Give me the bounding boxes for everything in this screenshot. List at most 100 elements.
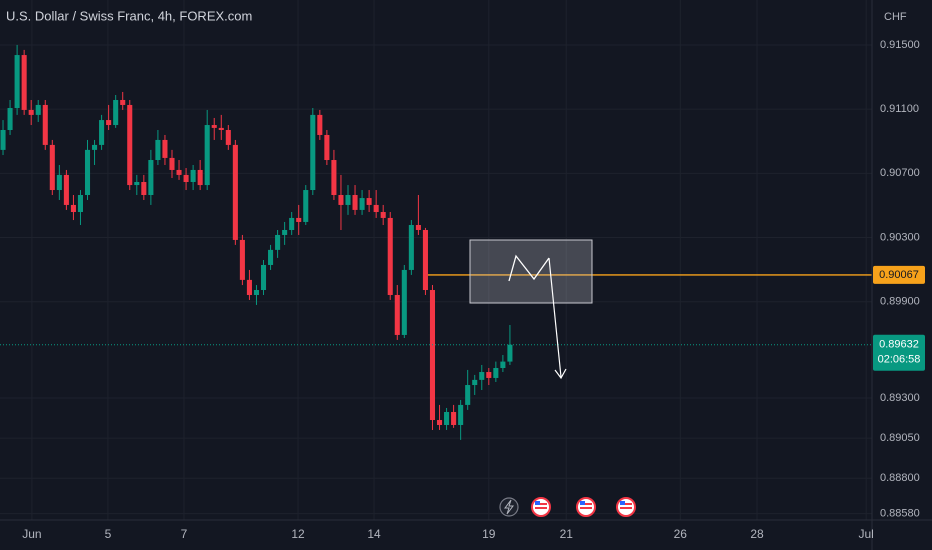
candle-body (141, 182, 147, 195)
candle-body (169, 157, 175, 170)
candle-body (232, 144, 238, 240)
candle-body (458, 404, 464, 425)
candle-body (317, 114, 323, 135)
last-price-label-box (873, 334, 925, 371)
x-tick-label: 28 (750, 527, 764, 541)
candle-body (106, 120, 112, 126)
candle-body (415, 225, 421, 230)
price-line-label-box (873, 265, 925, 284)
y-tick-label: 0.89900 (880, 296, 920, 308)
candles-layer (0, 44, 872, 440)
candle-body (49, 144, 55, 191)
candle-body (359, 198, 365, 210)
last-price-label: 0.89632 (879, 339, 919, 351)
candle-body (486, 372, 492, 378)
event-icon[interactable] (499, 497, 519, 517)
y-tick-label: 0.89050 (880, 432, 920, 444)
y-tick-label: 0.90700 (880, 167, 920, 179)
candle-body (436, 420, 443, 425)
candle-body (500, 361, 506, 369)
grid-layer (0, 0, 872, 520)
candle-body (324, 134, 330, 161)
candle-body (479, 372, 485, 380)
y-tick-label: 0.90300 (880, 231, 920, 243)
candle-body (14, 55, 20, 109)
candle-body (394, 294, 400, 335)
y-axis-label: CHF (884, 11, 907, 23)
y-tick-label: 0.91500 (880, 39, 920, 51)
candle-body (134, 182, 140, 186)
candle-body (176, 169, 182, 175)
x-tick-label: 5 (105, 527, 112, 541)
x-tick-label: 12 (291, 527, 305, 541)
candle-body (127, 104, 133, 186)
candle-body (268, 249, 274, 265)
candle-body (239, 239, 245, 280)
candle-body (211, 125, 217, 128)
x-tick-label: 7 (181, 527, 188, 541)
y-tick-label: 0.88800 (880, 472, 920, 484)
candle-body (380, 212, 386, 218)
candle-body (296, 217, 302, 222)
candle-body (408, 225, 414, 270)
annotation-arrow[interactable] (548, 257, 562, 378)
x-tick-label: Jun (22, 527, 41, 541)
candle-body (148, 160, 154, 195)
candle-body (99, 120, 105, 145)
annotation-arrowhead (554, 368, 567, 380)
event-icon[interactable] (531, 497, 551, 517)
candle-body (155, 139, 161, 161)
annotation-m[interactable] (508, 254, 550, 282)
candle-body (331, 160, 337, 195)
annotation-box[interactable] (469, 239, 593, 304)
candle-body (225, 130, 231, 145)
candle-body (310, 114, 316, 191)
candle-body (204, 125, 210, 186)
candle-body (21, 55, 27, 110)
candle-body (56, 174, 62, 191)
candle-body (162, 139, 168, 158)
candle-body (429, 290, 436, 421)
x-tick-label: Jul (858, 527, 873, 541)
candle-body (197, 169, 203, 186)
candle-body (77, 195, 84, 213)
candle-body (275, 234, 281, 250)
candle-body (373, 204, 379, 213)
candle-body (493, 368, 499, 378)
candle-body (63, 174, 69, 205)
y-tick-label: 0.91100 (880, 103, 919, 115)
candle-body (260, 264, 267, 291)
candle-body (0, 130, 6, 150)
candle-body (422, 229, 428, 291)
candle-body (120, 99, 126, 105)
y-tick-label: 0.88580 (880, 507, 920, 519)
candle-body (444, 411, 450, 425)
candle-body (92, 144, 98, 150)
candle-body (289, 217, 295, 230)
candle-body (28, 109, 34, 115)
candle-body (401, 269, 407, 335)
candle-body (387, 217, 393, 295)
candle-body (282, 229, 288, 235)
labels-layer: 0.91500 0.91100 0.90700 0.90300 0.89900 0.893… (22, 39, 925, 541)
candle-body (35, 104, 41, 115)
candle-body (183, 174, 189, 182)
candle-body (451, 411, 457, 425)
candle-body (465, 385, 471, 405)
candle-body (113, 99, 119, 126)
candle-body (42, 104, 48, 145)
candle-body (70, 204, 76, 213)
x-tick-label: 26 (674, 527, 688, 541)
candle-body (338, 195, 344, 205)
candle-body (472, 379, 478, 386)
event-icon[interactable] (576, 497, 596, 517)
candle-body (345, 195, 351, 205)
event-icon[interactable] (616, 497, 636, 517)
candle-body (507, 344, 513, 362)
candle-body (84, 149, 91, 195)
chart-title: U.S. Dollar / Swiss Franc, 4h, FOREX.com (6, 8, 252, 23)
x-tick-label: 19 (482, 527, 496, 541)
candle-body (218, 127, 224, 130)
